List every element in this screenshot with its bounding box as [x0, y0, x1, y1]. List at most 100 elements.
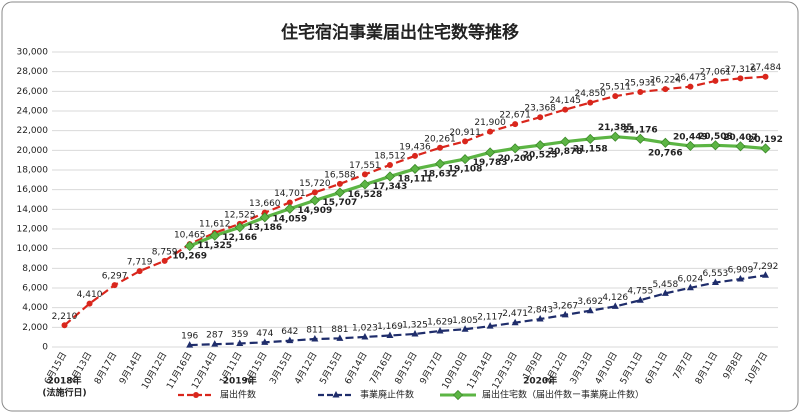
point [184, 240, 195, 252]
point [386, 161, 393, 168]
data-label: 20,200 [498, 154, 533, 164]
x-group-label: 2020年 [523, 375, 557, 387]
point [487, 128, 494, 135]
data-label: 1,805 [452, 316, 478, 326]
point [635, 133, 646, 144]
data-label: 4,126 [602, 293, 628, 303]
data-label: 20,911 [449, 128, 481, 138]
data-label: 642 [281, 327, 298, 337]
point [612, 93, 619, 100]
data-label: 15,707 [323, 198, 358, 208]
point [562, 106, 569, 113]
point [452, 389, 464, 401]
x-group-label: (法施行日) [42, 387, 86, 399]
data-label: 287 [206, 331, 223, 341]
point [86, 300, 93, 307]
point [234, 222, 245, 233]
point [111, 282, 118, 289]
point [284, 203, 295, 214]
data-label: 20,878 [548, 147, 583, 157]
data-label: 26,224 [650, 76, 682, 86]
data-label: 6,024 [677, 274, 703, 284]
data-label: 19,783 [473, 158, 508, 168]
data-label: 25,511 [600, 83, 632, 93]
data-label: 12,166 [222, 233, 257, 243]
data-label: 26,473 [675, 73, 707, 83]
data-label: 17,343 [373, 182, 408, 192]
point [336, 334, 344, 341]
point [686, 283, 694, 291]
y-tick-label: 18,000 [17, 166, 49, 176]
y-tick-label: 14,000 [17, 205, 49, 215]
data-label: 2,471 [502, 309, 528, 319]
point [211, 340, 219, 347]
point [336, 180, 343, 187]
data-label: 1,169 [377, 322, 403, 332]
point [259, 212, 270, 223]
point [710, 140, 721, 151]
y-tick-label: 20,000 [17, 146, 49, 156]
point [586, 306, 594, 314]
point [61, 322, 68, 329]
point [361, 332, 369, 340]
y-tick-label: 12,000 [17, 225, 49, 235]
data-label: 4,755 [627, 287, 653, 297]
point [585, 133, 596, 145]
point [286, 199, 293, 206]
point [561, 310, 569, 318]
data-label: 196 [181, 332, 198, 342]
point [359, 179, 370, 190]
point [309, 195, 320, 206]
point [760, 143, 771, 154]
x-group-label: 2019年 [223, 375, 257, 387]
data-label: 13,660 [249, 199, 281, 209]
point [485, 147, 496, 158]
data-label: 16,588 [324, 170, 356, 180]
data-label: 12,525 [224, 210, 256, 220]
series: 10,26911,32512,16613,18614,05914,90915,7… [172, 123, 783, 261]
point [460, 154, 471, 165]
y-tick-label: 10,000 [17, 244, 49, 254]
data-label: 24,145 [549, 96, 581, 106]
point [436, 326, 444, 334]
data-label: 359 [231, 330, 248, 340]
point [434, 158, 446, 169]
data-label: 20,261 [424, 134, 456, 144]
point [536, 315, 544, 322]
y-tick-label: 0 [42, 343, 48, 353]
data-label: 23,368 [524, 104, 556, 114]
data-label: 24,850 [574, 89, 606, 99]
point [587, 99, 594, 106]
point [186, 341, 194, 348]
point [361, 171, 368, 178]
data-label: 27,484 [750, 63, 782, 73]
y-tick-label: 2,000 [22, 323, 48, 333]
y-tick-label: 22,000 [17, 126, 49, 136]
point [537, 114, 544, 121]
point [762, 73, 769, 80]
point [610, 131, 621, 142]
data-label: 811 [306, 326, 323, 336]
point [261, 338, 269, 345]
point [209, 230, 220, 241]
data-label: 14,909 [297, 206, 332, 216]
data-label: 1,325 [402, 320, 428, 330]
point [236, 339, 244, 346]
point [286, 336, 294, 344]
point [411, 329, 419, 337]
legend-label: 届出件数 [220, 389, 256, 401]
point [193, 392, 199, 398]
point [386, 331, 394, 339]
y-tick-label: 16,000 [17, 185, 49, 195]
data-label: 1,629 [427, 317, 453, 327]
point [384, 171, 396, 182]
point [512, 121, 519, 128]
data-label: 4,410 [77, 290, 103, 300]
point [611, 302, 619, 309]
data-label: 19,108 [448, 165, 483, 175]
data-label: 15,720 [299, 179, 331, 189]
point [409, 163, 421, 174]
point [761, 271, 769, 278]
